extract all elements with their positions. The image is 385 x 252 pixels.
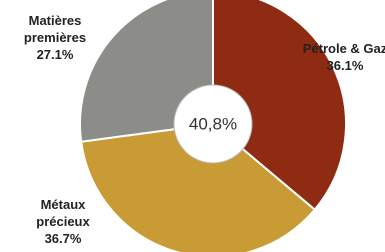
value-label: 36.7% [18, 230, 108, 247]
chart: 40,8% Pétrole & Gaz36.1%Métaux précieux3… [0, 0, 385, 252]
value-label: 27.1% [10, 46, 100, 63]
category-label: Matières premières [10, 12, 100, 46]
category-label: Métaux précieux [18, 196, 108, 230]
category-label: Pétrole & Gaz [300, 40, 385, 57]
center-label: 40,8% [189, 114, 237, 133]
value-label: 36.1% [300, 57, 385, 74]
